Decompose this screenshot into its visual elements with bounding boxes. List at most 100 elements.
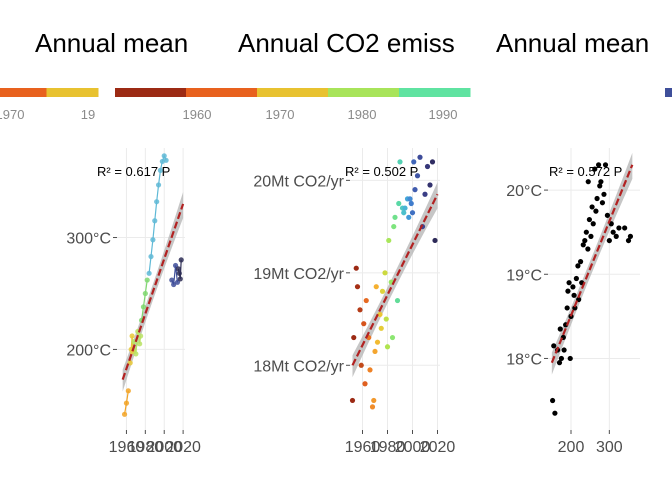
data-point xyxy=(133,351,139,357)
data-point xyxy=(604,212,611,218)
data-point xyxy=(575,263,581,269)
data-point xyxy=(625,237,632,244)
data-point xyxy=(371,397,377,404)
data-point xyxy=(148,253,154,260)
data-point xyxy=(566,280,572,286)
y-tick-label: 18Mt CO2/yr xyxy=(253,358,344,375)
data-point xyxy=(610,229,616,235)
data-point xyxy=(361,321,367,327)
data-point xyxy=(384,344,391,350)
data-point xyxy=(157,167,164,173)
data-point xyxy=(601,191,607,197)
data-point xyxy=(374,339,381,345)
regression-line xyxy=(351,193,439,366)
y-tick-label: 18°C xyxy=(506,351,542,368)
data-point xyxy=(565,288,571,294)
data-point xyxy=(558,355,565,362)
data-point xyxy=(351,334,357,341)
r-squared-annotation: R² = 0.572 P xyxy=(549,164,622,179)
x-tick-label: 1980 xyxy=(370,439,406,456)
data-point xyxy=(556,360,563,366)
data-point xyxy=(414,173,421,179)
data-point xyxy=(171,281,177,288)
colorbar-tick-label: 1990 xyxy=(429,107,458,122)
data-point xyxy=(152,218,158,224)
data-point xyxy=(379,288,386,294)
data-point xyxy=(571,292,577,298)
data-point xyxy=(589,204,595,210)
x-tick-label: 1960 xyxy=(345,439,381,456)
data-point xyxy=(386,237,392,244)
data-point xyxy=(392,214,398,220)
data-point xyxy=(429,159,436,165)
x-tick-label: 2000 xyxy=(395,439,431,456)
data-point xyxy=(598,179,604,185)
regression-line xyxy=(550,164,634,364)
x-tick-label: 2020 xyxy=(165,439,201,456)
data-point xyxy=(583,229,589,235)
data-point xyxy=(177,276,183,282)
data-point xyxy=(178,257,184,263)
data-point xyxy=(606,237,612,244)
data-point xyxy=(175,266,181,272)
data-point xyxy=(144,277,150,283)
data-point xyxy=(411,159,417,165)
y-tick-label: 200°C xyxy=(66,342,111,359)
data-point xyxy=(176,270,182,276)
data-point xyxy=(586,216,593,223)
data-point xyxy=(417,154,423,160)
data-point xyxy=(137,341,143,347)
regression-line xyxy=(121,203,185,381)
data-point xyxy=(585,246,591,252)
data-point xyxy=(372,348,378,355)
data-point xyxy=(596,162,602,168)
colorbar-segment xyxy=(0,88,47,97)
data-point xyxy=(561,347,567,353)
data-point xyxy=(422,191,428,197)
data-point xyxy=(570,284,576,290)
data-point xyxy=(567,355,573,362)
data-point xyxy=(129,333,135,339)
data-point xyxy=(369,404,376,410)
data-point xyxy=(408,200,414,207)
data-point xyxy=(373,284,379,290)
data-point xyxy=(573,275,579,282)
data-point xyxy=(394,297,401,304)
data-point xyxy=(585,179,591,185)
data-point xyxy=(163,157,169,163)
data-point xyxy=(613,233,619,239)
data-point xyxy=(590,221,596,227)
data-point xyxy=(597,183,603,189)
data-point xyxy=(616,225,622,231)
colorbar-segment xyxy=(399,88,471,97)
data-point xyxy=(552,410,558,416)
data-point xyxy=(146,270,152,276)
data-point xyxy=(432,237,438,244)
series-line xyxy=(140,279,148,321)
data-point xyxy=(406,214,412,220)
data-point xyxy=(402,205,408,211)
data-point xyxy=(358,362,364,368)
data-point xyxy=(409,210,416,216)
colorbar-segment xyxy=(46,88,99,97)
data-point xyxy=(389,334,396,341)
colorbar-segment xyxy=(115,88,187,97)
data-point xyxy=(396,200,402,207)
x-tick-label: 1980 xyxy=(128,439,164,456)
colorbar-tick-label: 19 xyxy=(81,107,95,122)
data-point xyxy=(123,400,130,406)
data-point xyxy=(557,326,563,332)
data-point xyxy=(599,200,606,206)
data-point xyxy=(161,153,167,159)
x-tick-label: 200 xyxy=(558,439,585,456)
y-tick-label: 20°C xyxy=(506,183,542,200)
colorbar-tick-label: 1970 xyxy=(266,107,295,122)
data-point xyxy=(377,311,383,318)
colorbar-tick-label: 1960 xyxy=(183,107,212,122)
data-point xyxy=(427,182,433,188)
data-point xyxy=(397,159,403,165)
data-point xyxy=(588,233,594,239)
data-point xyxy=(592,166,598,172)
data-point xyxy=(353,265,359,271)
